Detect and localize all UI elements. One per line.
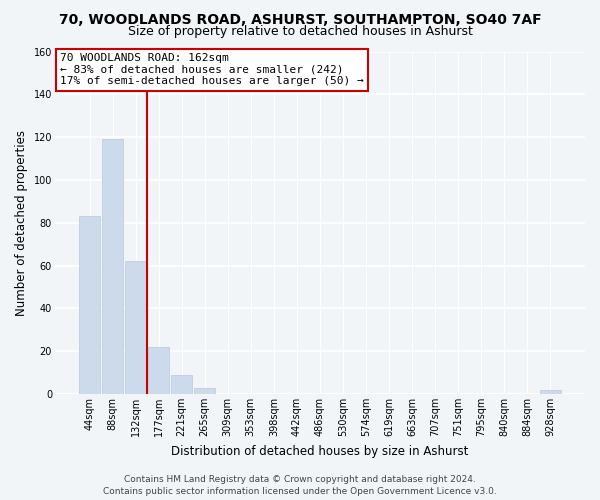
Bar <box>79 216 100 394</box>
Bar <box>102 140 123 394</box>
Bar <box>540 390 561 394</box>
Y-axis label: Number of detached properties: Number of detached properties <box>15 130 28 316</box>
Bar <box>171 374 192 394</box>
Bar <box>125 262 146 394</box>
Bar <box>148 347 169 394</box>
Text: Contains HM Land Registry data © Crown copyright and database right 2024.
Contai: Contains HM Land Registry data © Crown c… <box>103 474 497 496</box>
Bar <box>194 388 215 394</box>
Text: Size of property relative to detached houses in Ashurst: Size of property relative to detached ho… <box>128 25 472 38</box>
X-axis label: Distribution of detached houses by size in Ashurst: Distribution of detached houses by size … <box>171 444 469 458</box>
Text: 70, WOODLANDS ROAD, ASHURST, SOUTHAMPTON, SO40 7AF: 70, WOODLANDS ROAD, ASHURST, SOUTHAMPTON… <box>59 12 541 26</box>
Text: 70 WOODLANDS ROAD: 162sqm
← 83% of detached houses are smaller (242)
17% of semi: 70 WOODLANDS ROAD: 162sqm ← 83% of detac… <box>60 53 364 86</box>
